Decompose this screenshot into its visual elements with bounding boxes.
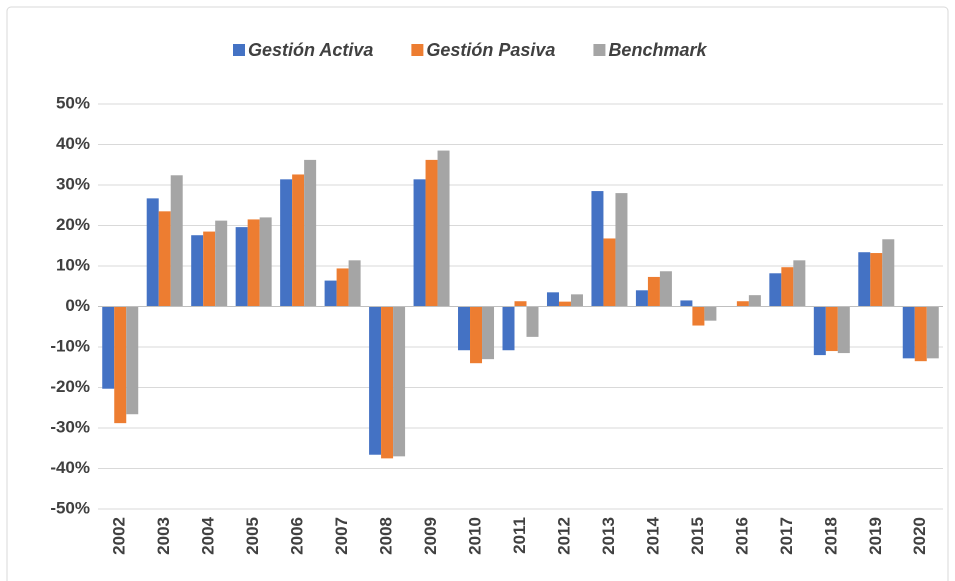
bar [215, 220, 228, 307]
bar [882, 239, 895, 307]
y-tick-label: 20% [56, 215, 90, 234]
bar [793, 260, 806, 307]
bar [591, 191, 604, 307]
bar [482, 306, 495, 360]
bar [292, 174, 305, 307]
bar [781, 267, 794, 307]
y-tick-label: 10% [56, 255, 90, 274]
y-tick-label: -40% [50, 458, 90, 477]
y-tick-label: -30% [50, 417, 90, 436]
x-tick-label: 2012 [554, 517, 573, 555]
x-tick-label: 2018 [821, 517, 840, 555]
bar [393, 306, 406, 457]
bar [914, 306, 927, 362]
y-tick-label: -50% [50, 498, 90, 517]
bar [514, 301, 527, 307]
legend-text: Gestión Pasiva [426, 40, 555, 60]
bar [259, 217, 272, 307]
x-tick-label: 2016 [732, 517, 751, 555]
bar [348, 260, 361, 307]
x-tick-label: 2014 [643, 516, 662, 554]
bar [114, 306, 127, 424]
legend-swatch [411, 44, 424, 56]
bar [902, 306, 915, 359]
bar [680, 300, 693, 307]
bar [526, 306, 539, 337]
bar [558, 301, 571, 307]
bar [748, 295, 761, 307]
bar [603, 238, 616, 307]
x-tick-label: 2005 [243, 517, 262, 555]
bar [336, 268, 349, 307]
bar [813, 306, 826, 356]
bar [736, 301, 749, 307]
bar [470, 306, 483, 364]
legend-text: Gestión Activa [248, 40, 373, 60]
bar [502, 306, 515, 351]
y-tick-label: 50% [56, 93, 90, 112]
x-tick-label: 2011 [510, 517, 529, 554]
x-tick-label: 2010 [466, 517, 485, 555]
bar [304, 159, 317, 307]
x-tick-label: 2009 [421, 517, 440, 555]
x-tick-label: 2015 [688, 517, 707, 555]
y-tick-label: -10% [50, 336, 90, 355]
legend-swatch [593, 44, 606, 56]
bar [146, 198, 159, 307]
bar [659, 271, 672, 307]
x-tick-label: 2019 [866, 517, 885, 555]
bar [437, 150, 450, 307]
bar [280, 179, 293, 307]
y-tick-label: 0% [65, 296, 90, 315]
x-tick-label: 2007 [332, 517, 351, 555]
bar [769, 273, 782, 307]
bar [704, 306, 717, 321]
bar [837, 306, 850, 354]
bar [247, 219, 260, 307]
bar [570, 294, 583, 307]
bar [615, 193, 628, 307]
bar [635, 290, 648, 307]
x-tick-label: 2003 [154, 517, 173, 555]
y-tick-label: -20% [50, 377, 90, 396]
bar [381, 306, 394, 459]
bar [825, 306, 838, 352]
bar [692, 306, 705, 326]
x-tick-label: 2020 [910, 517, 929, 555]
bar [235, 227, 248, 307]
bar [858, 252, 871, 307]
bar [324, 280, 337, 307]
bar [203, 231, 216, 307]
x-tick-label: 2004 [199, 516, 218, 554]
bar [926, 306, 939, 359]
y-tick-label: 40% [56, 134, 90, 153]
x-tick-label: 2013 [599, 517, 618, 555]
bar [369, 306, 382, 455]
bar [425, 159, 438, 307]
x-tick-label: 2008 [377, 517, 396, 555]
legend-text: Benchmark [608, 40, 707, 60]
bar [158, 211, 171, 307]
bar [458, 306, 471, 351]
bar [647, 276, 660, 307]
bar [413, 179, 426, 307]
x-tick-label: 2006 [288, 517, 307, 555]
bar [102, 306, 115, 389]
x-tick-label: 2002 [110, 517, 129, 555]
chart-border [6, 6, 949, 581]
bar [191, 235, 204, 307]
bar [546, 292, 559, 307]
bar [170, 175, 183, 307]
y-tick-label: 30% [56, 174, 90, 193]
legend-swatch [233, 44, 245, 56]
x-tick-label: 2017 [777, 517, 796, 555]
bar [126, 306, 139, 415]
bar [870, 253, 883, 307]
